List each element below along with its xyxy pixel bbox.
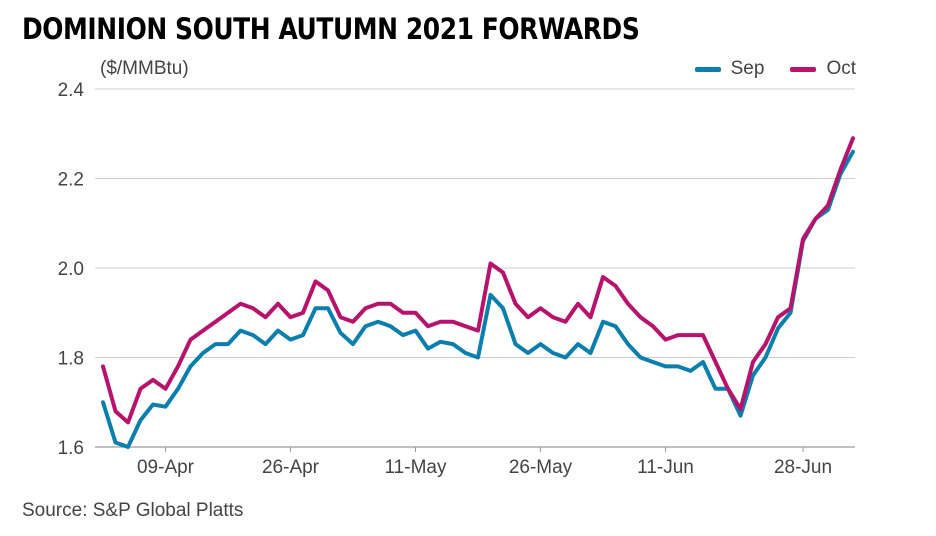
y-tick-label: 2.4: [58, 80, 85, 101]
x-tick-label: 11-May: [385, 457, 447, 478]
legend: Sep Oct: [669, 58, 856, 80]
x-tick-label: 26-May: [509, 457, 573, 478]
legend-item-oct: Oct: [790, 58, 856, 80]
x-tick-label: 26-Apr: [262, 457, 320, 478]
y-axis-unit: ($/MMBtu): [100, 58, 189, 79]
source-note: Source: S&P Global Platts: [22, 500, 244, 521]
y-tick-label: 2.0: [58, 259, 84, 280]
y-tick-label: 1.6: [58, 438, 84, 459]
y-tick-label: 2.2: [58, 170, 84, 191]
legend-label-oct: Oct: [826, 58, 856, 79]
legend-swatch-sep: [694, 66, 721, 72]
chart-title: DOMINION SOUTH AUTUMN 2021 FORWARDS: [22, 12, 640, 46]
legend-swatch-oct: [790, 66, 817, 72]
x-tick-label: 28-Jun: [774, 457, 832, 478]
series-line-oct: [101, 136, 855, 425]
legend-label-sep: Sep: [730, 58, 765, 79]
y-tick-label: 1.8: [58, 349, 84, 370]
legend-item-sep: Sep: [694, 58, 765, 80]
x-tick-label: 09-Apr: [137, 457, 195, 478]
x-tick-label: 11-Jun: [637, 457, 694, 478]
